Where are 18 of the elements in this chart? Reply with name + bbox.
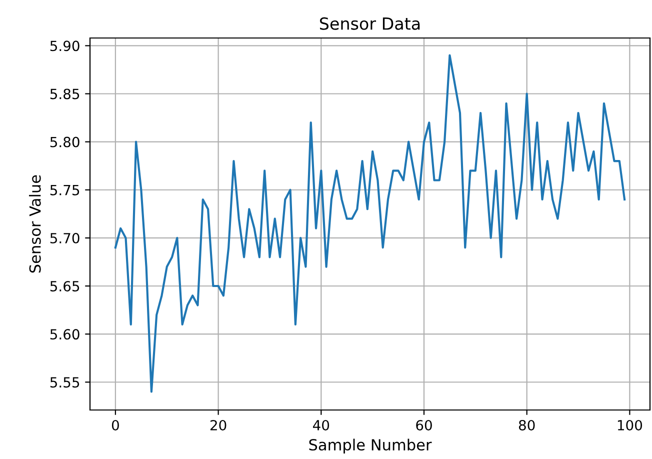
y-tick-label: 5.70	[50, 232, 80, 244]
x-axis-title: Sample Number	[309, 438, 432, 454]
y-tick-label: 5.65	[50, 280, 80, 292]
y-tick-label: 5.55	[50, 377, 80, 388]
y-tick-label: 5.75	[50, 185, 80, 196]
x-tick-label: 20	[210, 420, 226, 430]
y-tick-label: 5.80	[50, 136, 80, 148]
x-tick-label: 40	[312, 420, 330, 430]
y-axis-title: Sensor Value	[29, 175, 41, 273]
y-tick-label: 5.90	[50, 40, 80, 52]
x-tick-label: 100	[618, 420, 642, 430]
x-tick-label: 60	[416, 420, 432, 430]
y-tick-label: 5.85	[50, 88, 80, 100]
y-tick-label: 5.60	[50, 329, 80, 340]
x-tick-label: 0	[112, 420, 119, 430]
chart-title: Sensor Data	[320, 17, 420, 30]
x-tick-label: 80	[518, 420, 535, 430]
line-series	[114, 54, 626, 393]
